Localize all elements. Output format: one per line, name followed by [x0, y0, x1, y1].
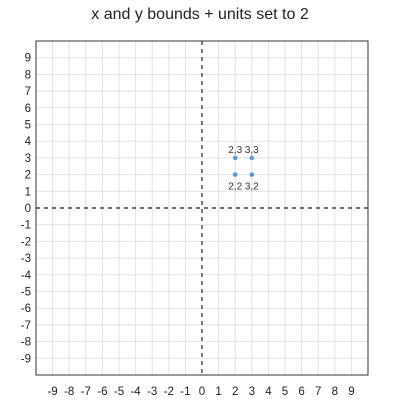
x-tick-labels: -9 -8 -7 -6 -5 -4 -3 -2 -1 0 1 2 3 4 5 6 7 8 9 [47, 386, 354, 398]
y-tick-label: -8 [21, 337, 31, 349]
y-tick-label: 7 [25, 86, 31, 98]
x-tick-label: 6 [298, 386, 304, 398]
x-tick-label: 7 [315, 386, 321, 398]
data-point [232, 155, 238, 161]
y-tick-label: 3 [25, 153, 31, 165]
y-tick-label: 4 [25, 136, 32, 148]
data-points: 2,3 3,3 2,2 3,2 [228, 145, 259, 193]
x-tick-label: -9 [47, 386, 57, 398]
x-tick-label: -8 [64, 386, 74, 398]
x-tick-label: 1 [215, 386, 221, 398]
y-tick-label: 9 [25, 53, 31, 65]
chart-title: x and y bounds + units set to 2 [91, 6, 309, 23]
data-label: 2,2 [228, 182, 242, 193]
x-tick-label: -6 [97, 386, 107, 398]
x-tick-label: 9 [348, 386, 354, 398]
data-label: 2,3 [228, 145, 242, 156]
y-tick-label: -5 [21, 287, 31, 299]
y-tick-label: 2 [25, 170, 31, 182]
x-tick-label: -1 [180, 386, 190, 398]
y-tick-label: 1 [25, 186, 31, 198]
y-tick-label: 8 [25, 69, 31, 81]
y-tick-labels: 9 8 7 6 5 4 3 2 1 0 -1 -2 -3 -4 -5 -6 -7 -8 -9 [21, 53, 32, 366]
x-tick-label: -5 [114, 386, 124, 398]
data-point [249, 172, 255, 177]
x-tick-label: 8 [332, 386, 338, 398]
x-tick-label: -7 [81, 386, 91, 398]
y-tick-label: -4 [21, 270, 32, 282]
y-tick-label: 6 [25, 103, 31, 115]
x-tick-label: -2 [164, 386, 174, 398]
x-tick-label: 2 [232, 386, 238, 398]
x-tick-label: 5 [282, 386, 288, 398]
y-tick-label: -2 [21, 236, 31, 248]
x-tick-label: 3 [249, 386, 255, 398]
y-tick-label: -3 [21, 253, 31, 265]
data-label: 3,3 [245, 145, 259, 156]
y-tick-label: 0 [25, 203, 31, 215]
data-point [249, 155, 255, 161]
y-tick-label: -7 [21, 320, 31, 332]
x-tick-label: 4 [265, 386, 272, 398]
data-label: 3,2 [245, 182, 259, 193]
y-tick-label: -9 [21, 353, 31, 365]
y-tick-label: -1 [21, 220, 31, 232]
x-tick-label: -4 [130, 386, 141, 398]
x-tick-label: -3 [147, 386, 157, 398]
plot-frame [35, 40, 369, 376]
x-tick-label: 0 [199, 386, 205, 398]
y-tick-label: 5 [25, 120, 31, 132]
y-tick-label: -6 [21, 303, 31, 315]
data-point [232, 172, 238, 177]
